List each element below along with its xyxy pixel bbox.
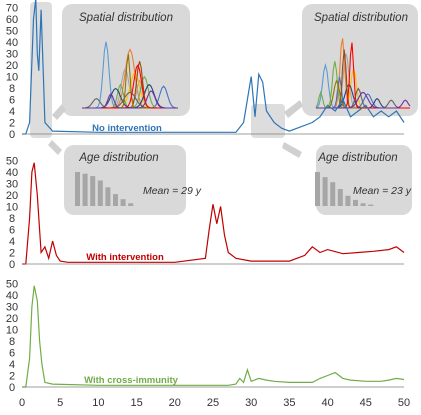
- x-tick-label: 40: [321, 397, 333, 409]
- age-bar: [353, 199, 358, 206]
- label-cross-immunity: With cross-immunity: [84, 375, 179, 386]
- y-tick-label: 10: [6, 325, 18, 337]
- y-tick-label: 30: [6, 49, 18, 61]
- age-bar: [368, 204, 374, 206]
- y-tick-label: 0: [9, 129, 15, 141]
- label-no-intervention: No intervention: [92, 123, 162, 134]
- age-bar: [337, 189, 343, 206]
- y-tick-label: 2: [9, 118, 15, 130]
- highlight-window-left: [30, 2, 52, 138]
- y-tick-label: 20: [6, 60, 18, 72]
- y-tick-label: 40: [6, 167, 18, 179]
- age-title-left: Age distribution: [78, 152, 158, 164]
- y-tick-label: 10: [6, 72, 18, 84]
- y-tick-label: 8: [9, 83, 15, 95]
- y-tick-label: 10: [6, 202, 18, 214]
- x-tick-label: 20: [169, 397, 181, 409]
- age-bar: [75, 172, 80, 206]
- y-tick-label: 50: [6, 26, 18, 38]
- y-tick-label: 30: [6, 179, 18, 191]
- x-tick-label: 5: [57, 397, 63, 409]
- highlight-window-right: [251, 104, 285, 138]
- y-tick-label: 40: [6, 37, 18, 49]
- x-tick-label: 15: [130, 397, 142, 409]
- y-tick-label: 6: [9, 225, 15, 237]
- age-mean-left: Mean = 29 y: [143, 185, 202, 197]
- panels-layer: 0246810203040506070024681020304050024681…: [6, 0, 410, 409]
- y-tick-label: 50: [6, 156, 18, 168]
- age-title-right: Age distribution: [317, 152, 397, 164]
- age-bar: [82, 173, 88, 206]
- y-tick-label: 50: [6, 279, 18, 291]
- age-bar: [90, 176, 96, 206]
- age-bar: [345, 195, 351, 206]
- y-tick-label: 8: [9, 336, 15, 348]
- y-tick-label: 4: [9, 359, 15, 371]
- age-bar: [113, 194, 118, 206]
- age-bar: [97, 180, 103, 206]
- age-bar: [322, 177, 328, 206]
- arrow-age-left: [48, 140, 62, 155]
- y-tick-label: 70: [6, 3, 18, 15]
- age-mean-right: Mean = 23 y: [353, 185, 412, 197]
- arrow-spatial-right: [284, 100, 303, 118]
- arrow-spatial-left: [52, 104, 66, 120]
- age-bar: [315, 172, 320, 206]
- series-line: [22, 285, 405, 388]
- y-tick-label: 2: [9, 248, 15, 260]
- x-tick-label: 0: [19, 397, 25, 409]
- age-bar: [128, 203, 134, 206]
- age-bar: [105, 187, 111, 206]
- y-tick-label: 60: [6, 14, 18, 26]
- y-tick-label: 6: [9, 348, 15, 360]
- spatial-title-left: Spatial distribution: [79, 12, 173, 24]
- label-with-intervention: With intervention: [86, 252, 164, 263]
- x-tick-label: 35: [283, 397, 295, 409]
- y-tick-label: 2: [9, 371, 15, 383]
- spatial-curve: [82, 90, 178, 109]
- series-line: [22, 162, 405, 265]
- spatial-inset-left: [62, 4, 190, 116]
- y-tick-label: 4: [9, 236, 15, 248]
- x-tick-label: 45: [360, 397, 372, 409]
- y-tick-label: 30: [6, 302, 18, 314]
- arrow-age-right: [282, 142, 302, 158]
- age-bar: [330, 182, 336, 206]
- y-tick-label: 0: [9, 259, 15, 271]
- y-tick-label: 0: [9, 382, 15, 394]
- y-tick-label: 8: [9, 213, 15, 225]
- age-bar: [360, 203, 366, 206]
- insets-layer: [30, 2, 418, 215]
- series-line: [22, 0, 405, 135]
- spatial-title-right: Spatial distribution: [314, 12, 408, 24]
- age-bar: [120, 199, 126, 206]
- x-tick-label: 10: [92, 397, 104, 409]
- y-tick-label: 6: [9, 95, 15, 107]
- x-tick-label: 25: [207, 397, 219, 409]
- y-tick-label: 4: [9, 106, 15, 118]
- y-tick-label: 20: [6, 190, 18, 202]
- y-tick-label: 20: [6, 313, 18, 325]
- x-tick-label: 30: [245, 397, 257, 409]
- y-tick-label: 40: [6, 290, 18, 302]
- x-tick-label: 50: [398, 397, 410, 409]
- spatial-inset-right: [302, 4, 418, 116]
- spatial-curves: [82, 41, 179, 109]
